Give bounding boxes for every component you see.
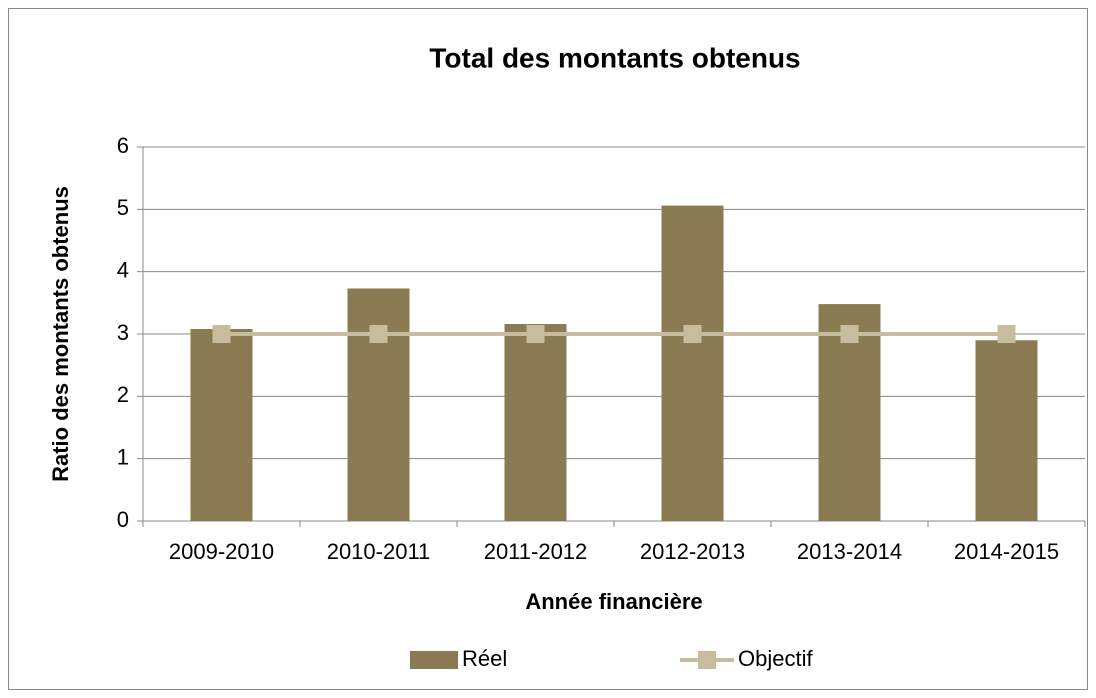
y-tick-label: 3 xyxy=(117,320,129,345)
y-tick-label: 1 xyxy=(117,444,129,469)
y-tick-label: 2 xyxy=(117,382,129,407)
y-tick-label: 6 xyxy=(117,133,129,158)
marker xyxy=(369,325,388,343)
bar xyxy=(504,324,567,521)
x-tick-label: 2012-2013 xyxy=(640,539,745,564)
y-tick-label: 5 xyxy=(117,195,129,220)
legend-label: Objectif xyxy=(738,646,813,671)
bar xyxy=(975,340,1038,521)
y-axis-label: Ratio des montants obtenus xyxy=(48,186,73,482)
legend-swatch xyxy=(410,651,458,669)
marker xyxy=(683,325,702,343)
marker xyxy=(526,325,545,343)
bar xyxy=(661,205,724,522)
marker xyxy=(212,325,231,343)
y-tick-label: 0 xyxy=(117,507,129,532)
marker xyxy=(840,325,859,343)
legend-label: Réel xyxy=(462,646,507,671)
x-tick-label: 2014-2015 xyxy=(954,539,1059,564)
bar xyxy=(190,329,253,521)
x-axis-label: Année financière xyxy=(525,589,702,614)
x-tick-label: 2011-2012 xyxy=(484,539,588,564)
chart-title: Total des montants obtenus xyxy=(429,42,800,73)
legend-marker xyxy=(698,651,716,669)
x-tick-label: 2010-2011 xyxy=(327,539,431,564)
x-tick-label: 2009-2010 xyxy=(169,539,274,564)
y-tick-label: 4 xyxy=(117,257,129,282)
marker xyxy=(997,325,1016,343)
bar xyxy=(347,288,410,521)
x-tick-label: 2013-2014 xyxy=(797,539,902,564)
